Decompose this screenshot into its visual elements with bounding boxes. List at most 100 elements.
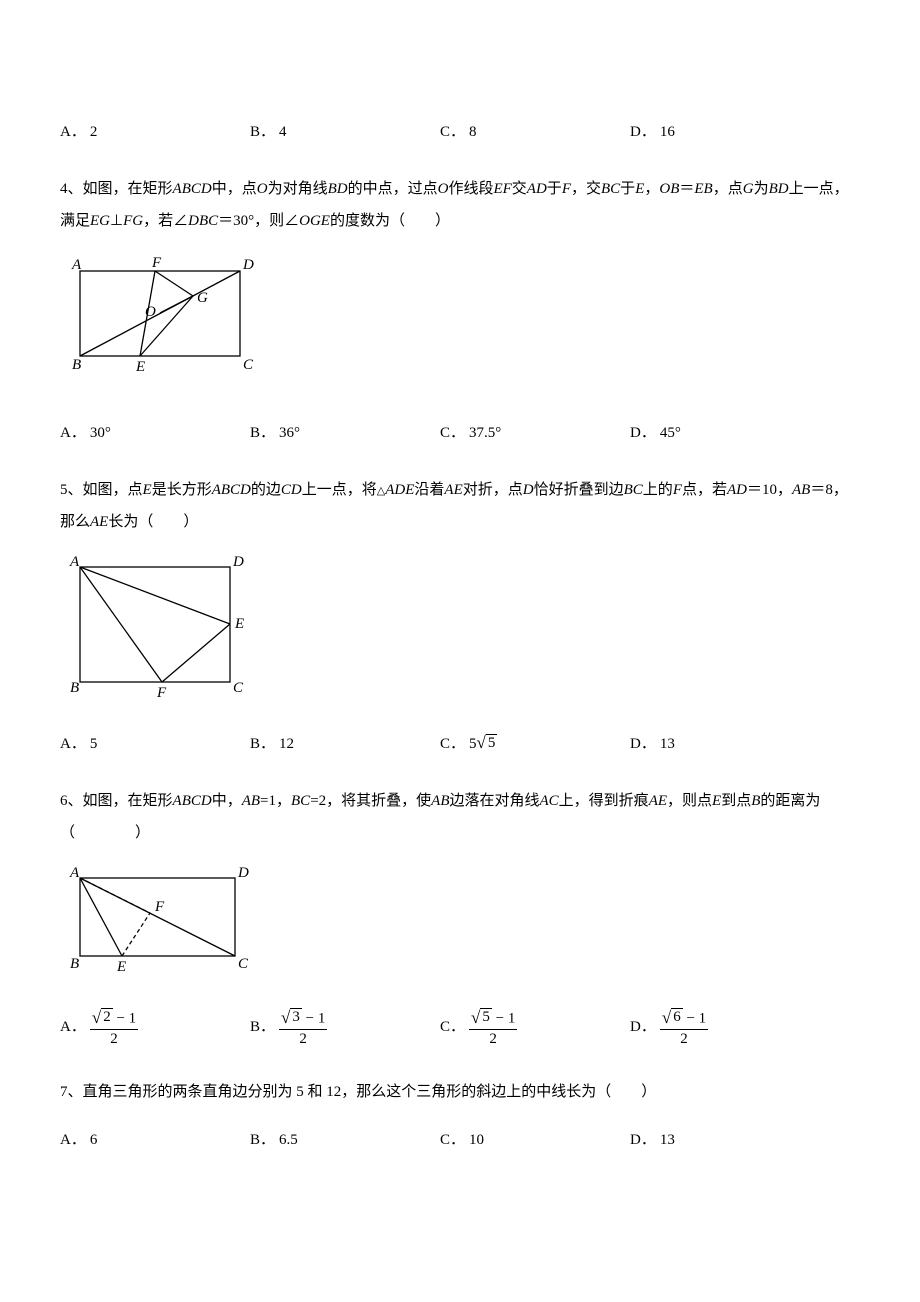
radicand: 6: [671, 1008, 683, 1026]
rest: − 1: [492, 1011, 515, 1027]
rest: − 1: [683, 1011, 706, 1027]
option-a[interactable]: A．6: [60, 1128, 250, 1152]
t: 的中点，过点: [348, 181, 438, 197]
question-7: 7、直角三角形的两条直角边分别为 5 和 12，那么这个三角形的斜边上的中线长为…: [60, 1077, 860, 1153]
option-c[interactable]: C． √5 − 1 2: [440, 1008, 630, 1047]
triangle-icon: △: [377, 485, 385, 497]
opt-label: D．: [630, 1128, 656, 1152]
option-d[interactable]: D．13: [630, 732, 820, 756]
q-number: 5、: [60, 482, 83, 498]
option-b[interactable]: B．6.5: [250, 1128, 440, 1152]
t: 的度数为（ ）: [330, 213, 450, 229]
option-c[interactable]: C． 8: [440, 120, 630, 144]
opt-label: B．: [250, 120, 275, 144]
q4-text: 4、如图，在矩形ABCD中，点O为对角线BD的中点，过点O作线段EF交AD于F，…: [60, 174, 860, 237]
opt-value: 5: [90, 732, 98, 756]
q7-text: 7、直角三角形的两条直角边分别为 5 和 12，那么这个三角形的斜边上的中线长为…: [60, 1077, 860, 1109]
radicand: 2: [101, 1008, 113, 1026]
opt-label: A．: [60, 120, 86, 144]
var: ABCD: [212, 482, 251, 498]
opt-label: C．: [440, 732, 465, 756]
var: BC: [624, 482, 643, 498]
t: 到点: [721, 793, 751, 809]
label-O: O: [145, 304, 156, 320]
t: ，交: [571, 181, 601, 197]
var: F: [562, 181, 571, 197]
den: 2: [680, 1030, 688, 1047]
den: 2: [110, 1030, 118, 1047]
opt-value: 8: [469, 120, 477, 144]
t: 于: [620, 181, 635, 197]
label-B: B: [72, 357, 81, 373]
t: ，则点: [667, 793, 712, 809]
t: 沿着: [414, 482, 444, 498]
option-c[interactable]: C． 5√5: [440, 732, 630, 756]
t: ，若∠: [143, 213, 188, 229]
option-d[interactable]: D．45°: [630, 421, 820, 445]
var: AC: [540, 793, 559, 809]
question-5: 5、如图，点E是长方形ABCD的边CD上一点，将△ADE沿着AE对折，点D恰好折…: [60, 475, 860, 756]
q-number: 6、: [60, 793, 83, 809]
opt-label: D．: [630, 1015, 656, 1039]
opt-label: A．: [60, 732, 86, 756]
opt-label: B．: [250, 732, 275, 756]
t: 中，: [212, 793, 242, 809]
coef: 5: [469, 736, 477, 752]
label-B: B: [70, 680, 79, 696]
label-C: C: [238, 956, 249, 972]
t: 直角三角形的两条直角边分别为 5 和 12，那么这个三角形的斜边上的中线长为（ …: [83, 1084, 657, 1100]
opt-value: 37.5°: [469, 421, 501, 445]
q6-figure: A B C D E F: [60, 863, 860, 978]
var: E: [143, 482, 152, 498]
var: AE: [649, 793, 667, 809]
fraction: √2 − 1 2: [90, 1008, 138, 1047]
radicand: 5: [486, 734, 498, 752]
var: E: [712, 793, 721, 809]
t: 的边: [251, 482, 281, 498]
option-b[interactable]: B． 4: [250, 120, 440, 144]
opt-label: B．: [250, 1015, 275, 1039]
option-b[interactable]: B． √3 − 1 2: [250, 1008, 440, 1047]
rest: − 1: [113, 1011, 136, 1027]
t: 为: [754, 181, 769, 197]
label-B: B: [70, 956, 79, 972]
opt-label: B．: [250, 1128, 275, 1152]
label-D: D: [232, 554, 244, 570]
option-a[interactable]: A． √2 − 1 2: [60, 1008, 250, 1047]
option-d[interactable]: D．13: [630, 1128, 820, 1152]
option-c[interactable]: C．37.5°: [440, 421, 630, 445]
label-A: A: [69, 865, 80, 881]
opt-label: A．: [60, 421, 86, 445]
var: O: [257, 181, 268, 197]
option-d[interactable]: D． √6 − 1 2: [630, 1008, 820, 1047]
option-a[interactable]: A．5: [60, 732, 250, 756]
var: G: [743, 181, 754, 197]
t: 如图，点: [83, 482, 143, 498]
opt-value: 5√5: [469, 732, 497, 756]
var: AB: [242, 793, 260, 809]
opt-label: D．: [630, 421, 656, 445]
option-a[interactable]: A．30°: [60, 421, 250, 445]
fraction: √6 − 1 2: [660, 1008, 708, 1047]
t: =2，将其折叠，使: [310, 793, 431, 809]
option-d[interactable]: D． 16: [630, 120, 820, 144]
label-F: F: [154, 899, 165, 915]
var: AE: [444, 482, 462, 498]
label-C: C: [233, 680, 244, 696]
opt-label: C．: [440, 1128, 465, 1152]
opt-value: 36°: [279, 421, 300, 445]
label-E: E: [234, 616, 244, 632]
var: AB: [792, 482, 810, 498]
var: AD: [727, 482, 747, 498]
radicand: 3: [290, 1008, 302, 1026]
option-a[interactable]: A． 2: [60, 120, 250, 144]
option-c[interactable]: C．10: [440, 1128, 630, 1152]
var: AE: [90, 514, 108, 530]
var: O: [438, 181, 449, 197]
option-b[interactable]: B．12: [250, 732, 440, 756]
opt-value: 6: [90, 1128, 98, 1152]
option-b[interactable]: B．36°: [250, 421, 440, 445]
opt-value: 6.5: [279, 1128, 298, 1152]
fraction: √3 − 1 2: [279, 1008, 327, 1047]
opt-value: 45°: [660, 421, 681, 445]
